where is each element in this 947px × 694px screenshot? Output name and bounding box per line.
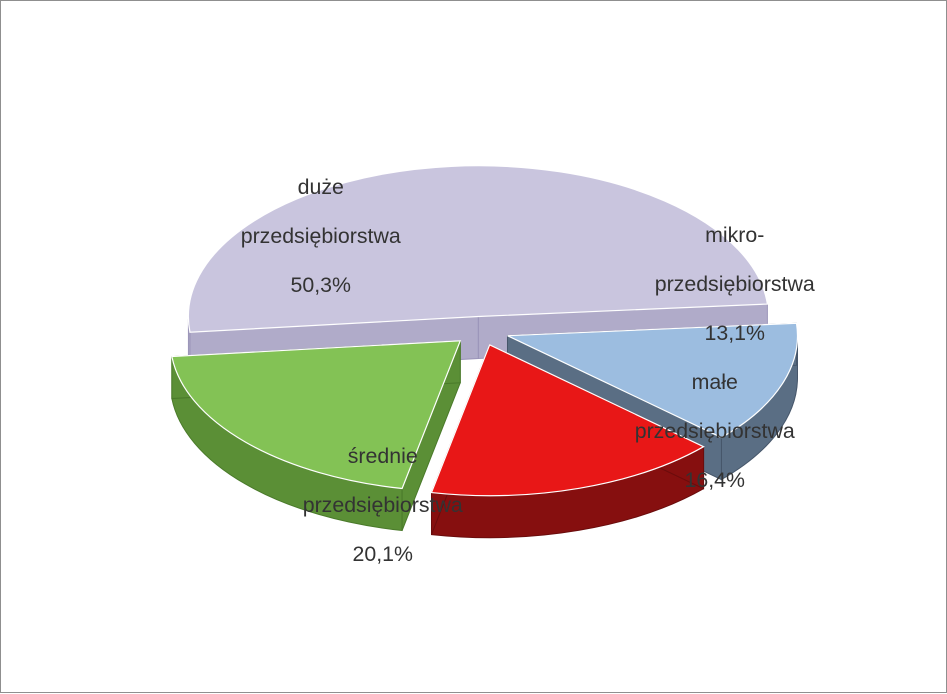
slice-label-srednie: średnie przedsiębiorstwa 20,1% — [279, 419, 463, 591]
slice-label-duze-line1: duże — [298, 175, 344, 199]
slice-label-male-line2: przedsiębiorstwa — [635, 419, 795, 443]
slice-label-mikro-pct: 13,1% — [704, 321, 764, 345]
slice-label-srednie-pct: 20,1% — [352, 542, 412, 566]
slice-label-mikro-line2: przedsiębiorstwa — [655, 272, 815, 296]
chart-frame: duże przedsiębiorstwa 50,3% mikro- przed… — [0, 0, 947, 693]
slice-label-mikro-line1: mikro- — [705, 223, 764, 247]
slice-label-male-line1: małe — [692, 370, 738, 394]
slice-label-srednie-line1: średnie — [348, 444, 418, 468]
slice-label-duze-line2: przedsiębiorstwa — [241, 224, 401, 248]
slice-label-male: małe przedsiębiorstwa 16,4% — [611, 345, 795, 517]
slice-label-mikro: mikro- przedsiębiorstwa 13,1% — [631, 198, 815, 370]
slice-label-male-pct: 16,4% — [684, 468, 744, 492]
slice-label-srednie-line2: przedsiębiorstwa — [303, 493, 463, 517]
slice-label-duze-pct: 50,3% — [290, 273, 350, 297]
slice-label-duze: duże przedsiębiorstwa 50,3% — [217, 150, 401, 322]
